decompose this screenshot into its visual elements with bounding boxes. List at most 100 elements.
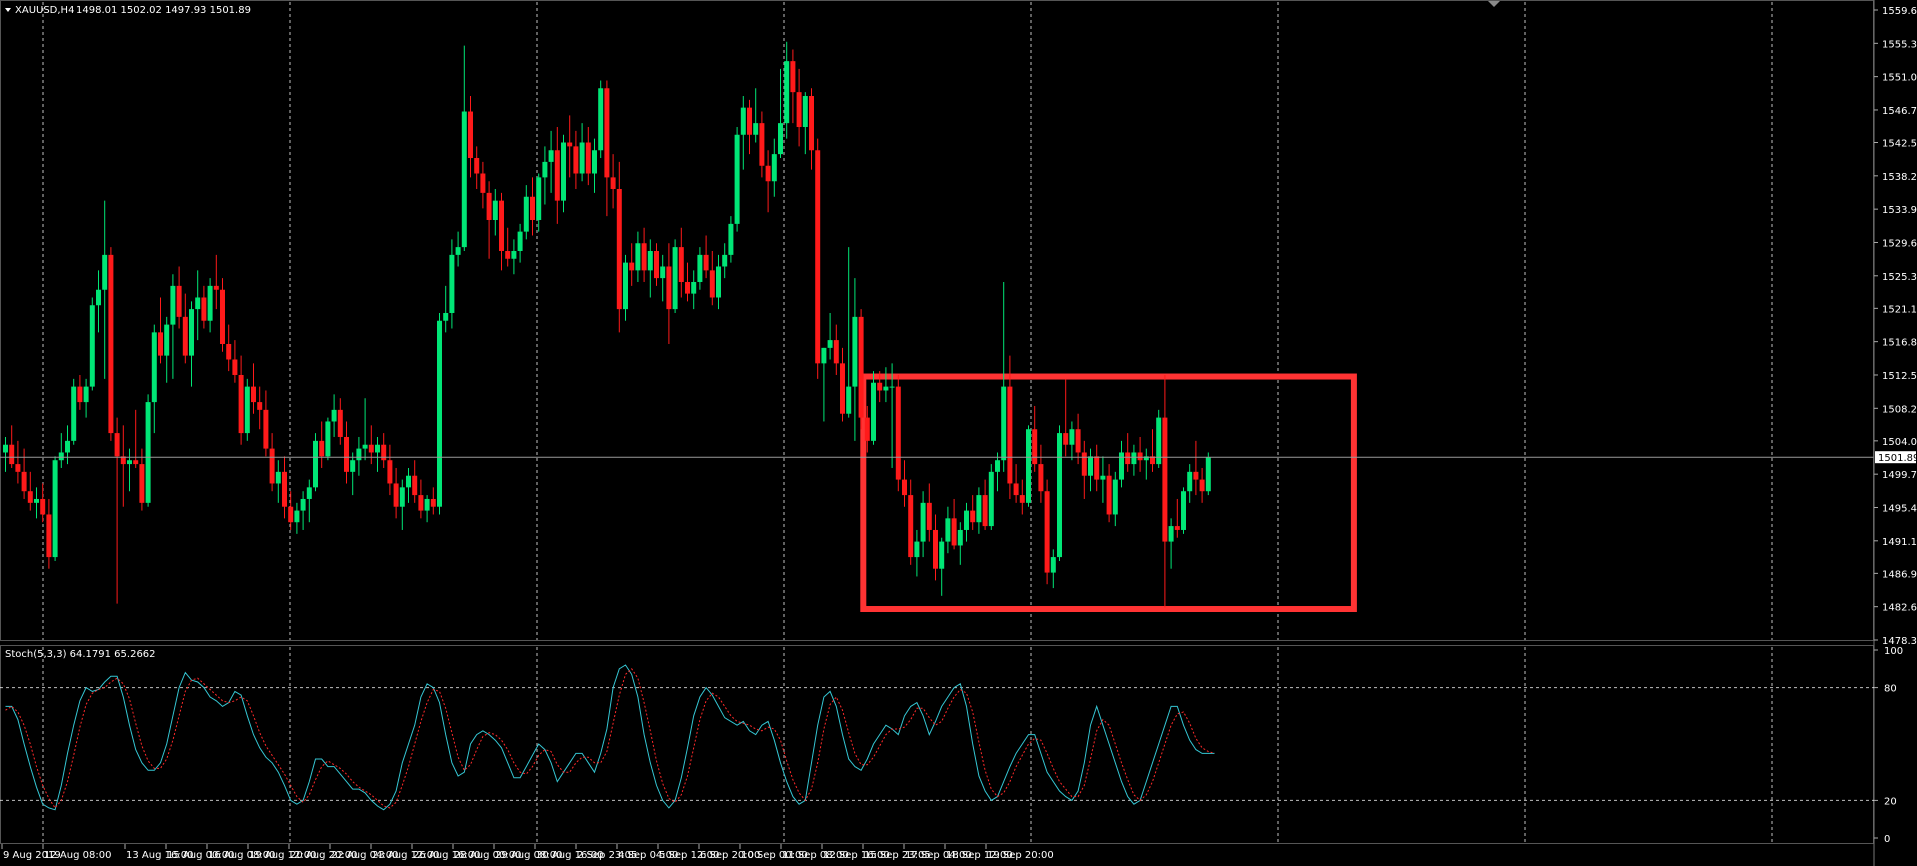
candle-body: [573, 146, 579, 174]
time-tick-label: 15 Sep 23:05: [864, 850, 931, 861]
time-tick-label: 22 Aug 04:00: [331, 850, 398, 861]
time-tick-label: 11 Sep 08:00: [782, 850, 849, 861]
candle-body: [1050, 557, 1056, 573]
price-tick-label: 1504.00: [1882, 437, 1917, 448]
candle-body: [815, 150, 821, 364]
candle-body: [957, 529, 963, 546]
candle-body: [945, 518, 951, 542]
price-tick-label: 1512.50: [1882, 371, 1917, 382]
candle-body: [319, 440, 325, 457]
candle-body: [561, 142, 566, 201]
time-tick-label: 30 Aug 16:00: [536, 850, 603, 861]
candle-body: [802, 96, 808, 128]
candle-body: [1199, 479, 1205, 492]
candle-body: [1013, 483, 1019, 496]
candle-body: [294, 510, 300, 523]
candle-body: [15, 464, 21, 472]
candle-body: [455, 247, 461, 255]
candle-body: [505, 250, 511, 259]
candle-body: [672, 247, 678, 310]
chart-shift-marker-icon[interactable]: [1488, 1, 1500, 7]
candle-body: [34, 498, 39, 503]
candle-body: [344, 436, 349, 472]
candle-body: [629, 262, 635, 271]
time-tick-label: 19 Aug 12:00: [249, 850, 316, 861]
candle-body: [871, 382, 876, 441]
candle-body: [759, 123, 765, 166]
candle-body: [313, 440, 318, 488]
candle-body: [716, 266, 721, 298]
symbol-header[interactable]: XAUUSD,H4 1498.01 1502.02 1497.93 1501.8…: [5, 5, 251, 16]
candle-body: [641, 243, 647, 271]
candle-body: [381, 444, 387, 461]
stoch-lines: [5, 664, 1215, 811]
candle-body: [1007, 386, 1013, 484]
time-tick-label: 10 Sep 00:00: [741, 850, 808, 861]
candle-body: [827, 340, 833, 348]
candle-body: [1205, 457, 1211, 492]
candle-body: [703, 254, 709, 271]
candle-body: [120, 456, 126, 465]
candle-body: [567, 142, 573, 147]
candle-body: [709, 270, 715, 298]
candle-body: [399, 487, 405, 507]
range-box-layer: [860, 373, 1357, 613]
candle-body: [158, 332, 163, 356]
candle-body: [182, 316, 188, 356]
candle-body: [77, 386, 83, 403]
candle-body: [1063, 433, 1069, 445]
candle-body: [889, 386, 895, 388]
candle-body: [375, 444, 380, 453]
candle-body: [988, 471, 994, 527]
candle-body: [939, 541, 945, 569]
candle-body: [1088, 456, 1093, 476]
candle-body: [474, 158, 480, 174]
candle-body: [864, 417, 870, 441]
stoch-line-signal: [5, 668, 1215, 809]
candle-body: [747, 107, 752, 135]
grid-lines: [42, 2, 1773, 843]
time-tick-label: 6 Sep 20:00: [700, 850, 760, 861]
candle-body: [176, 285, 182, 317]
candle-body: [548, 150, 554, 162]
candle-body: [331, 409, 337, 422]
candle-body: [21, 471, 27, 492]
candle-body: [821, 347, 827, 364]
candle-body: [170, 285, 176, 325]
time-tick-label: 17 Sep 04:00: [905, 850, 972, 861]
price-tick-label: 1533.90: [1882, 205, 1917, 216]
price-tick-label: 1499.70: [1882, 470, 1917, 481]
time-tick-label: 20 Aug 20:00: [290, 850, 357, 861]
candle-body: [492, 200, 498, 220]
candle-body: [1069, 429, 1075, 445]
candle-body: [982, 495, 988, 527]
candle-body: [1094, 456, 1100, 480]
symbol-label: XAUUSD,H4: [15, 5, 74, 16]
candle-body: [833, 340, 839, 364]
candle-body: [1026, 429, 1031, 503]
candle-body: [1156, 417, 1162, 465]
stoch-tick-label: 20: [1884, 796, 1897, 807]
time-tick-label: 2 Sep 23:05: [577, 850, 637, 861]
candle-body: [1119, 452, 1124, 480]
candle-body: [282, 471, 287, 507]
price-tick-label: 1529.60: [1882, 238, 1917, 249]
stoch-axis: 100 80 20 0: [1874, 646, 1903, 845]
dropdown-triangle-icon[interactable]: [5, 8, 11, 12]
candle-body: [207, 285, 213, 321]
candle-body: [784, 61, 790, 124]
candle-body: [902, 479, 907, 496]
candle-body: [790, 61, 796, 93]
candle-body: [1125, 452, 1131, 465]
candle-body: [499, 200, 504, 251]
candle-body: [740, 107, 746, 135]
candle-body: [387, 460, 393, 484]
candle-body: [530, 196, 535, 220]
candles: [3, 41, 1211, 608]
candle-body: [840, 363, 845, 414]
candle-body: [585, 142, 591, 174]
candle-body: [3, 444, 8, 453]
price-tick-label: 1491.10: [1882, 537, 1917, 548]
candle-body: [852, 316, 858, 387]
